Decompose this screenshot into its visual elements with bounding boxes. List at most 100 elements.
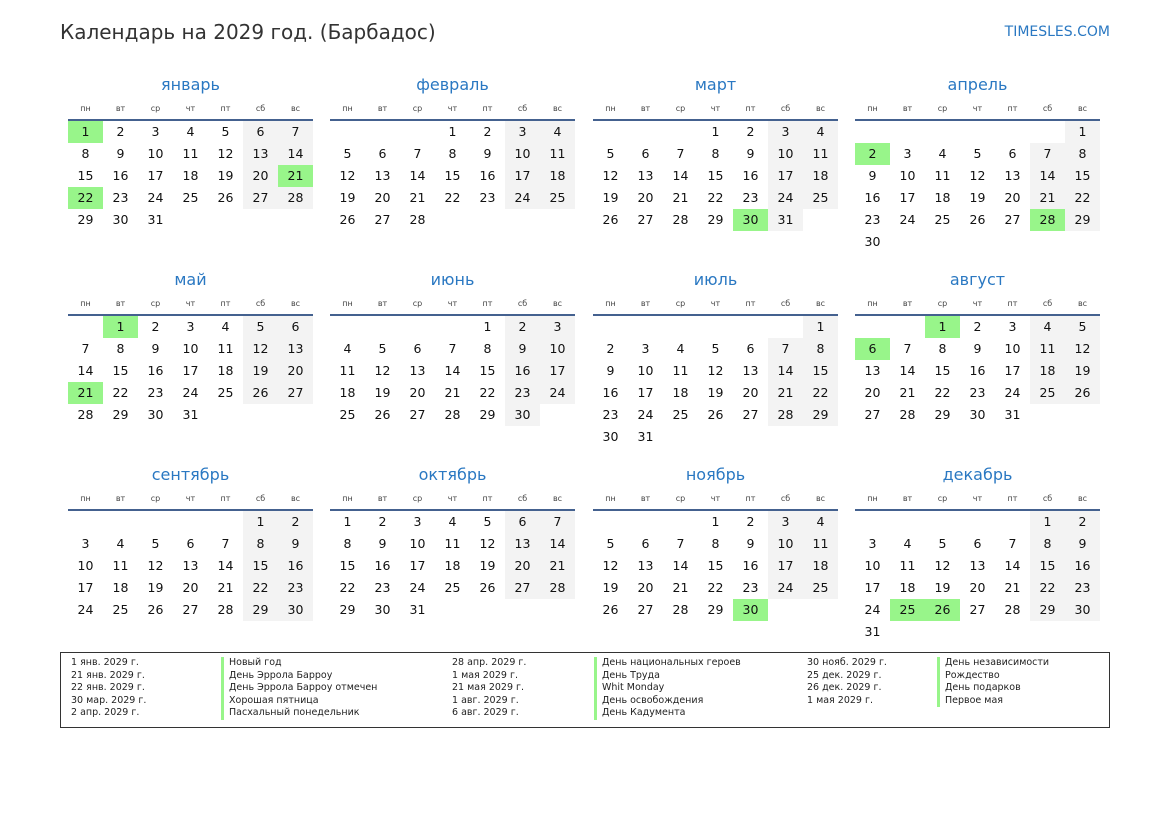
day[interactable]: 7 bbox=[278, 121, 313, 143]
day[interactable]: 18 bbox=[1030, 360, 1065, 382]
day[interactable]: 18 bbox=[540, 165, 575, 187]
day[interactable]: 15 bbox=[1065, 165, 1100, 187]
day[interactable]: 18 bbox=[182, 168, 199, 183]
day[interactable]: 23 bbox=[112, 190, 129, 205]
day[interactable]: 14 bbox=[672, 168, 689, 183]
day[interactable]: 3 bbox=[505, 121, 540, 143]
day[interactable]: 28 bbox=[768, 404, 803, 426]
day[interactable]: 3 bbox=[768, 511, 803, 533]
day[interactable]: 31 bbox=[637, 429, 654, 444]
day[interactable]: 22 bbox=[1030, 577, 1065, 599]
day[interactable]: 26 bbox=[969, 212, 986, 227]
day[interactable]: 18 bbox=[217, 363, 234, 378]
day[interactable]: 5 bbox=[243, 316, 278, 338]
day[interactable]: 13 bbox=[742, 363, 759, 378]
day[interactable]: 20 bbox=[374, 190, 391, 205]
day[interactable]: 22 bbox=[934, 385, 951, 400]
day[interactable]: 9 bbox=[116, 146, 125, 161]
day[interactable]: 5 bbox=[378, 341, 387, 356]
day[interactable]: 7 bbox=[221, 536, 230, 551]
day[interactable]: 7 bbox=[413, 146, 422, 161]
day[interactable]: 5 bbox=[606, 146, 615, 161]
day[interactable]: 4 bbox=[221, 319, 230, 334]
day[interactable]: 11 bbox=[540, 143, 575, 165]
day[interactable]: 12 bbox=[243, 338, 278, 360]
day[interactable]: 19 bbox=[147, 580, 164, 595]
day[interactable]: 21 bbox=[409, 190, 426, 205]
holiday-day[interactable]: 26 bbox=[925, 599, 960, 621]
day[interactable]: 24 bbox=[77, 602, 94, 617]
day[interactable]: 9 bbox=[868, 168, 877, 183]
day[interactable]: 7 bbox=[81, 341, 90, 356]
day[interactable]: 18 bbox=[444, 558, 461, 573]
day[interactable]: 18 bbox=[339, 385, 356, 400]
day[interactable]: 1 bbox=[343, 514, 352, 529]
day[interactable]: 27 bbox=[278, 382, 313, 404]
day[interactable]: 14 bbox=[899, 363, 916, 378]
day[interactable]: 15 bbox=[934, 363, 951, 378]
day[interactable]: 16 bbox=[505, 360, 540, 382]
day[interactable]: 2 bbox=[1065, 511, 1100, 533]
day[interactable]: 27 bbox=[243, 187, 278, 209]
day[interactable]: 13 bbox=[969, 558, 986, 573]
holiday-day[interactable]: 30 bbox=[733, 209, 768, 231]
day[interactable]: 6 bbox=[278, 316, 313, 338]
day[interactable]: 5 bbox=[711, 341, 720, 356]
day[interactable]: 27 bbox=[742, 407, 759, 422]
day[interactable]: 21 bbox=[217, 580, 234, 595]
day[interactable]: 29 bbox=[803, 404, 838, 426]
day[interactable]: 18 bbox=[899, 580, 916, 595]
day[interactable]: 28 bbox=[672, 212, 689, 227]
day[interactable]: 17 bbox=[637, 385, 654, 400]
day[interactable]: 13 bbox=[182, 558, 199, 573]
day[interactable]: 14 bbox=[540, 533, 575, 555]
day[interactable]: 1 bbox=[711, 124, 720, 139]
day[interactable]: 11 bbox=[672, 363, 689, 378]
day[interactable]: 2 bbox=[116, 124, 125, 139]
day[interactable]: 5 bbox=[973, 146, 982, 161]
day[interactable]: 28 bbox=[672, 602, 689, 617]
day[interactable]: 26 bbox=[217, 190, 234, 205]
day[interactable]: 27 bbox=[864, 407, 881, 422]
day[interactable]: 5 bbox=[606, 536, 615, 551]
day[interactable]: 14 bbox=[278, 143, 313, 165]
day[interactable]: 12 bbox=[374, 363, 391, 378]
day[interactable]: 17 bbox=[1004, 363, 1021, 378]
day[interactable]: 18 bbox=[934, 190, 951, 205]
day[interactable]: 9 bbox=[606, 363, 615, 378]
day[interactable]: 16 bbox=[742, 558, 759, 573]
day[interactable]: 23 bbox=[479, 190, 496, 205]
holiday-day[interactable]: 21 bbox=[68, 382, 103, 404]
day[interactable]: 31 bbox=[768, 209, 803, 231]
day[interactable]: 11 bbox=[803, 143, 838, 165]
day[interactable]: 13 bbox=[1004, 168, 1021, 183]
day[interactable]: 11 bbox=[112, 558, 129, 573]
day[interactable]: 20 bbox=[742, 385, 759, 400]
day[interactable]: 6 bbox=[378, 146, 387, 161]
day[interactable]: 24 bbox=[147, 190, 164, 205]
day[interactable]: 29 bbox=[243, 599, 278, 621]
day[interactable]: 17 bbox=[864, 580, 881, 595]
day[interactable]: 16 bbox=[479, 168, 496, 183]
day[interactable]: 10 bbox=[147, 146, 164, 161]
day[interactable]: 11 bbox=[1030, 338, 1065, 360]
day[interactable]: 8 bbox=[711, 536, 720, 551]
day[interactable]: 17 bbox=[899, 190, 916, 205]
day[interactable]: 29 bbox=[112, 407, 129, 422]
day[interactable]: 30 bbox=[864, 234, 881, 249]
day[interactable]: 18 bbox=[672, 385, 689, 400]
day[interactable]: 18 bbox=[803, 555, 838, 577]
day[interactable]: 26 bbox=[1065, 382, 1100, 404]
holiday-day[interactable]: 28 bbox=[1030, 209, 1065, 231]
day[interactable]: 14 bbox=[77, 363, 94, 378]
day[interactable]: 16 bbox=[602, 385, 619, 400]
day[interactable]: 16 bbox=[112, 168, 129, 183]
day[interactable]: 12 bbox=[339, 168, 356, 183]
day[interactable]: 30 bbox=[969, 407, 986, 422]
day[interactable]: 19 bbox=[243, 360, 278, 382]
day[interactable]: 17 bbox=[409, 558, 426, 573]
holiday-day[interactable]: 22 bbox=[68, 187, 103, 209]
day[interactable]: 7 bbox=[676, 146, 685, 161]
day[interactable]: 31 bbox=[1004, 407, 1021, 422]
day[interactable]: 12 bbox=[217, 146, 234, 161]
